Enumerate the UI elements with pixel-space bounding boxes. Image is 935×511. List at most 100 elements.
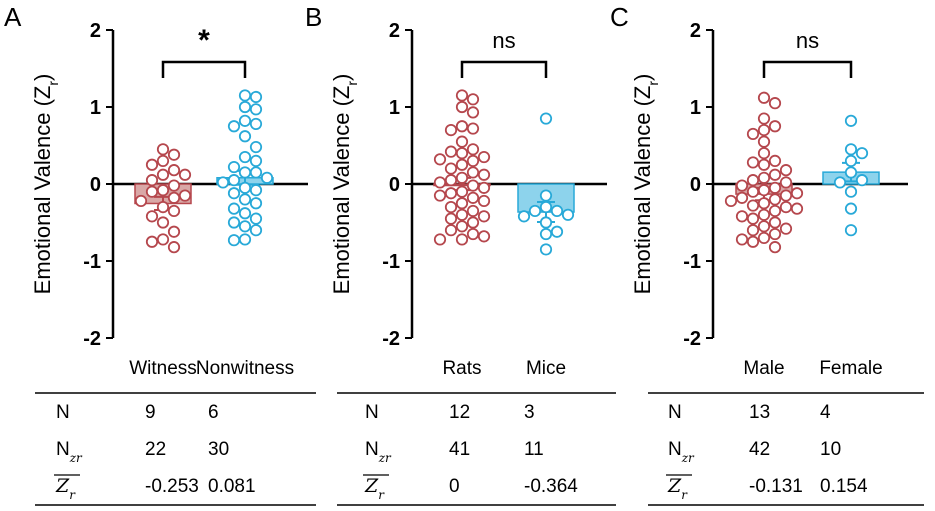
data-point [444, 187, 458, 200]
y-tick-label: -2 [683, 328, 701, 350]
data-point [444, 162, 458, 175]
y-axis-label: Emotional Valence (Zr) [630, 74, 661, 295]
data-point [757, 158, 771, 171]
y-axis-label-main: Emotional Valence (Z [30, 86, 55, 295]
data-point [156, 143, 170, 156]
data-point [249, 140, 263, 154]
row-label-main: Z [667, 475, 682, 497]
data-point [779, 176, 793, 189]
row-label-main: N [365, 439, 379, 460]
data-point [517, 210, 531, 223]
table-cell: 11 [524, 439, 544, 460]
data-point [757, 124, 771, 137]
data-point [238, 207, 252, 220]
data-point [768, 120, 782, 133]
data-point [167, 241, 181, 254]
table-cell: -0.253 [145, 476, 199, 497]
x-category-label: Witness [129, 358, 197, 379]
data-point [227, 234, 241, 247]
table-cell: 3 [524, 402, 535, 423]
data-point [238, 100, 252, 114]
y-tick-label: 1 [690, 97, 701, 119]
data-point [444, 212, 458, 225]
significance-label: * [198, 24, 210, 57]
data-point [539, 216, 553, 229]
data-point [844, 114, 858, 127]
table-cell: 0.081 [208, 476, 256, 497]
data-point [227, 174, 241, 187]
table-row-label: N [365, 402, 379, 423]
data-point [768, 227, 782, 241]
data-point [757, 184, 771, 197]
y-tick-label: 1 [90, 97, 101, 119]
data-point [433, 153, 447, 166]
data-point [260, 171, 274, 184]
data-point [145, 185, 159, 198]
data-point [539, 189, 553, 202]
data-point [227, 160, 241, 174]
data-point [466, 93, 480, 106]
table-cell: 9 [145, 402, 156, 423]
data-point [768, 193, 782, 206]
data-point [539, 201, 553, 214]
data-point [477, 210, 491, 223]
x-category-label: Mice [526, 358, 566, 379]
data-point [156, 216, 170, 229]
data-point [238, 166, 252, 179]
panel-letter: B [305, 2, 322, 32]
data-point [238, 114, 252, 127]
y-tick-label: 1 [389, 97, 400, 119]
data-point [238, 130, 252, 143]
data-point [757, 147, 771, 160]
data-point [768, 204, 782, 218]
data-point [844, 154, 858, 167]
data-point [167, 148, 181, 161]
data-point [855, 147, 869, 160]
data-point [746, 185, 760, 198]
data-point [466, 166, 480, 179]
data-point [735, 191, 749, 204]
data-point [790, 202, 804, 215]
data-point [444, 201, 458, 214]
row-label-main: N [56, 439, 70, 460]
data-point [466, 204, 480, 218]
data-point [433, 189, 447, 202]
y-axis-label: Emotional Valence (Zr) [30, 74, 61, 295]
data-point [455, 208, 469, 221]
table-row-label: Zr [364, 475, 385, 502]
data-point [466, 191, 480, 204]
data-point [477, 194, 491, 208]
data-point [561, 208, 575, 221]
data-point [167, 164, 181, 177]
data-point [768, 154, 782, 167]
table-row-label: Zr [55, 475, 76, 502]
data-point [249, 117, 263, 131]
x-category-label: Male [743, 358, 784, 379]
data-point [477, 230, 491, 243]
y-tick-label: -1 [83, 251, 101, 273]
data-point [757, 171, 771, 184]
y-axis-label-sub: r [344, 81, 360, 86]
table-cell: 6 [208, 402, 219, 423]
data-point [466, 106, 480, 119]
data-point [455, 147, 469, 160]
table-row-label: Nzr [56, 439, 83, 465]
data-point [844, 224, 858, 237]
data-point [477, 150, 491, 164]
row-label-main: N [56, 402, 70, 423]
data-point [216, 176, 230, 189]
table-cell: 12 [449, 402, 470, 423]
y-tick-label: 2 [90, 20, 101, 42]
data-point [249, 224, 263, 237]
data-point [249, 197, 263, 210]
data-point [466, 154, 480, 167]
row-label-main: N [668, 439, 682, 460]
significance-label: ns [796, 28, 819, 53]
y-axis-label-close: ) [630, 74, 655, 81]
y-tick-label: -1 [382, 251, 400, 273]
row-label-main: N [668, 402, 682, 423]
data-point [455, 158, 469, 171]
data-point [156, 168, 170, 181]
